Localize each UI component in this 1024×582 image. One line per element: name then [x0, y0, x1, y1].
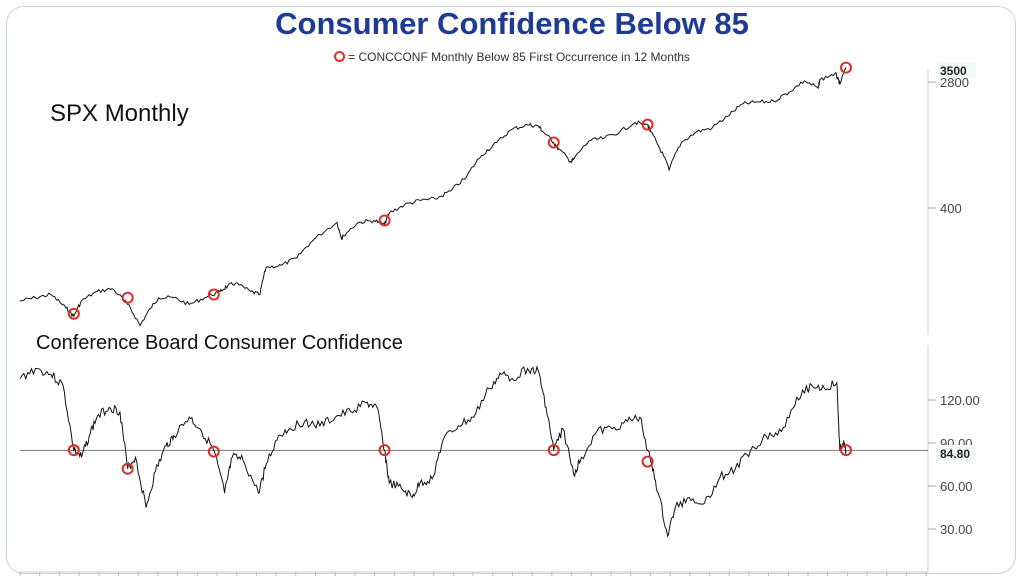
spx-y-tick-label: 400 — [940, 201, 962, 216]
spx-signal-marker — [121, 291, 134, 304]
confidence-panel-label: Conference Board Consumer Confidence — [36, 332, 403, 354]
confidence-series-line — [19, 364, 847, 538]
spx-signal-marker — [547, 136, 560, 149]
spx-last-value-label: 3500 — [940, 64, 967, 78]
confidence-signal-marker — [207, 445, 220, 458]
confidence-last-value-label: 84.80 — [940, 447, 970, 461]
legend-text: = CONCCONF Monthly Below 85 First Occurr… — [348, 50, 690, 64]
confidence-signal-marker — [547, 444, 560, 457]
chart-title: Consumer Confidence Below 85 — [275, 6, 749, 41]
spx-signal-marker — [67, 307, 80, 320]
confidence-signal-marker — [121, 462, 134, 475]
confidence-y-tick-label: 60.00 — [940, 479, 973, 494]
spx-signal-marker — [378, 214, 391, 227]
spx-signal-marker — [840, 61, 852, 74]
confidence-signal-marker — [840, 444, 852, 457]
confidence-signal-marker — [641, 455, 654, 468]
spx-signal-marker — [207, 288, 220, 301]
spx-y-tick-label: 2800 — [940, 75, 969, 90]
spx-series-line — [19, 67, 847, 327]
confidence-y-tick-label: 30.00 — [940, 522, 973, 537]
confidence-signal-marker — [67, 444, 80, 457]
spx-panel-label: SPX Monthly — [50, 100, 189, 127]
confidence-signal-marker — [378, 444, 391, 457]
chart-card — [6, 6, 1016, 574]
confidence-y-tick-label: 120.00 — [940, 393, 980, 408]
spx-signal-marker — [641, 118, 654, 131]
legend: = CONCCONF Monthly Below 85 First Occurr… — [0, 50, 1024, 64]
confidence-last-value-bg — [936, 445, 976, 461]
spx-last-value-bg — [936, 62, 976, 78]
marker-legend-icon — [334, 51, 346, 62]
